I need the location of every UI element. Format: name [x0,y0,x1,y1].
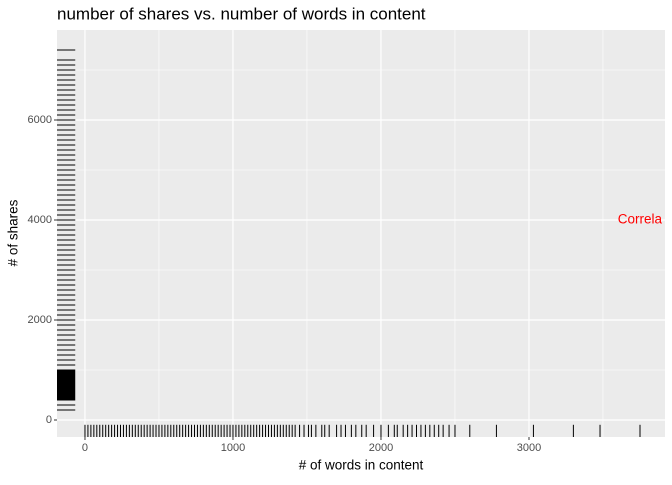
x-tick-label: 1000 [221,442,245,454]
x-tick-label: 3000 [517,442,541,454]
marks: Correla [57,49,663,437]
annotation: Correla [618,212,663,227]
y-tick-label: 0 [46,414,52,426]
x-tick-label: 2000 [369,442,393,454]
x-axis-label: # of words in content [299,458,424,473]
y-tick-label: 6000 [28,114,52,126]
grid [57,30,665,437]
y-axis-label: # of shares [6,199,21,266]
y-tick-label: 2000 [28,314,52,326]
panel [57,30,665,437]
x-tick-label: 0 [82,442,88,454]
y-tick-label: 4000 [28,214,52,226]
chart-title: number of shares vs. number of words in … [57,4,426,23]
